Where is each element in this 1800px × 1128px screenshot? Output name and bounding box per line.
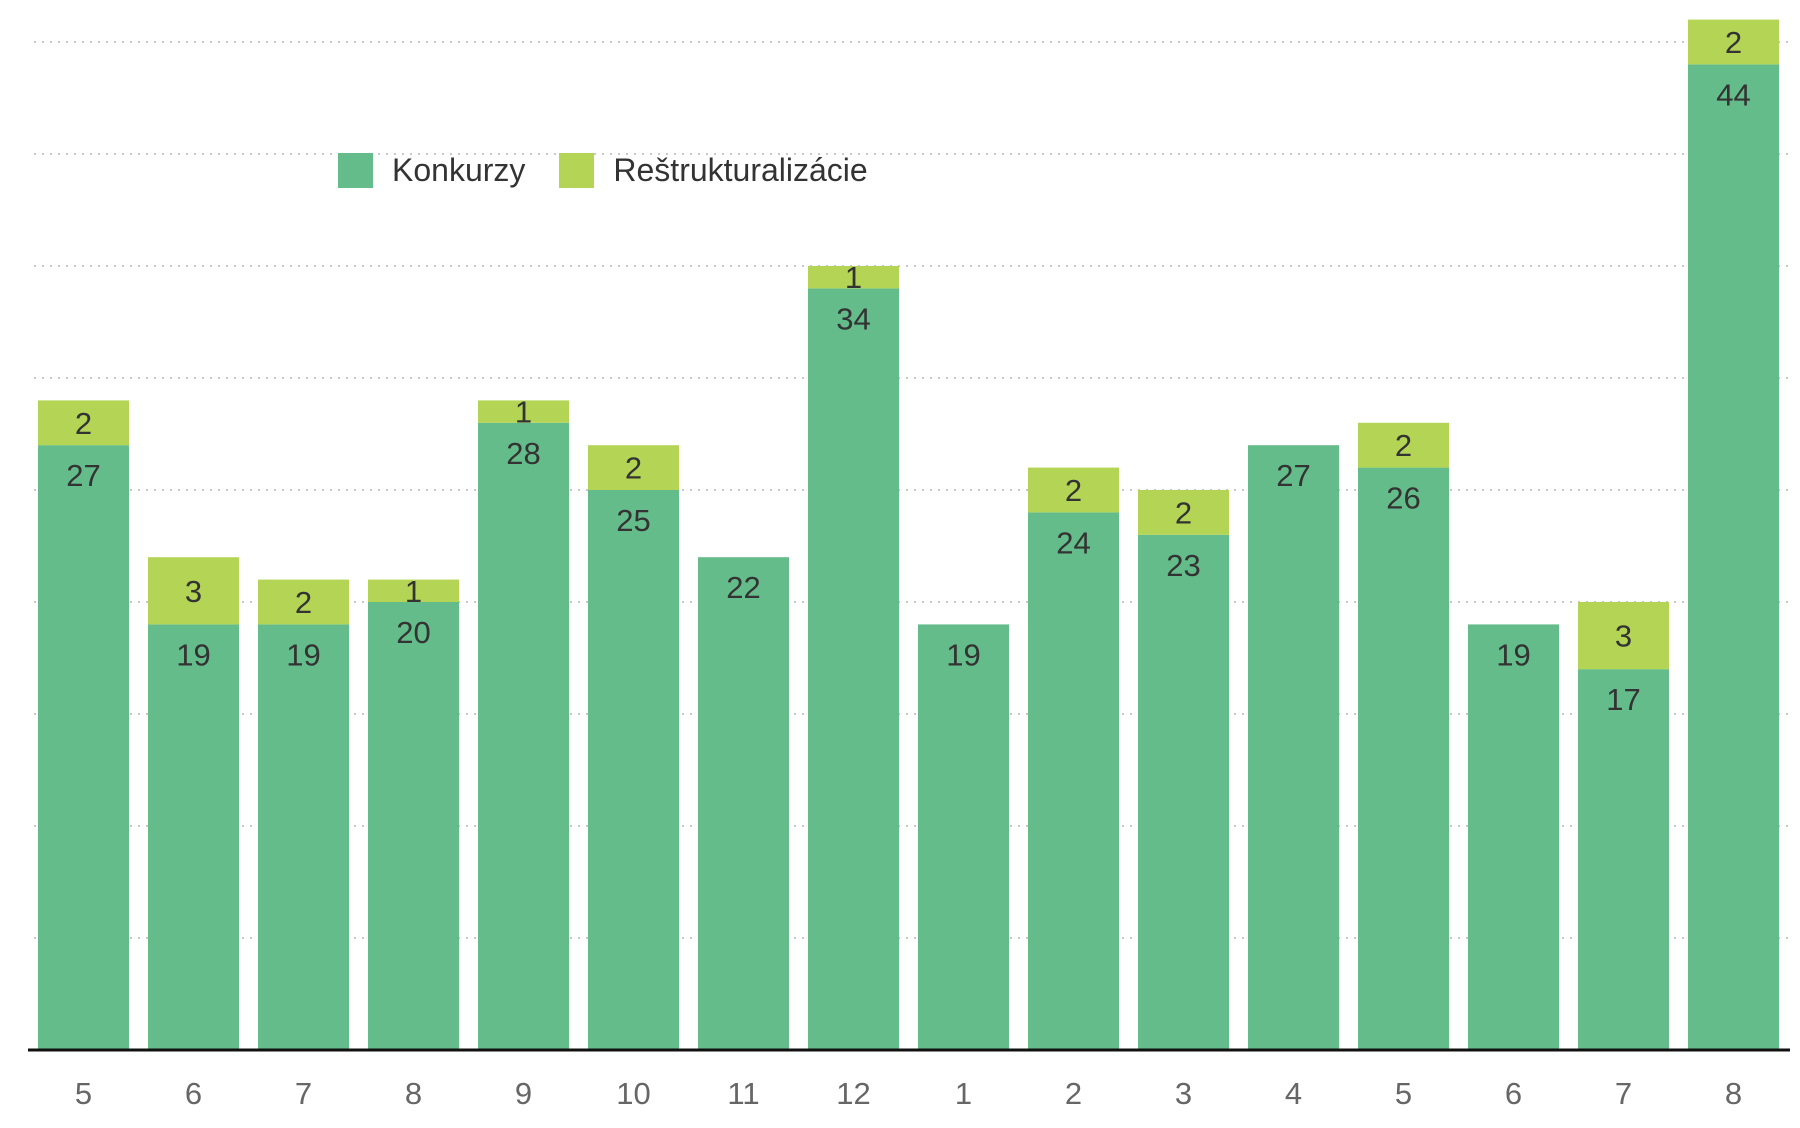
x-tick-label: 11: [727, 1076, 759, 1111]
data-label-restrukturalizacie: 2: [625, 451, 642, 486]
legend-swatch-series-1: [559, 153, 595, 188]
bar-konkurzy: [1028, 512, 1119, 1050]
bar-restrukturalizacie: [1578, 602, 1669, 670]
data-label-restrukturalizacie: 1: [515, 395, 532, 430]
data-label-konkurzy: 28: [506, 436, 540, 471]
data-label-konkurzy: 27: [1276, 458, 1310, 493]
x-tick-label: 7: [295, 1076, 312, 1111]
bar-restrukturalizacie: [368, 579, 459, 602]
bar-restrukturalizacie: [1028, 467, 1119, 513]
data-label-restrukturalizacie: 2: [75, 406, 92, 441]
data-label-konkurzy: 19: [1496, 637, 1530, 672]
bar-restrukturalizacie: [1138, 490, 1229, 535]
bar-restrukturalizacie: [258, 579, 349, 625]
x-tick-labels: 5 6 7 8 9 10 11 12 1 2 3 4 5 6 7 8: [75, 1076, 1742, 1111]
bar-konkurzy: [1468, 624, 1559, 1050]
data-label-konkurzy: 24: [1056, 525, 1090, 560]
x-tick-label: 10: [616, 1076, 650, 1111]
bar-restrukturalizacie: [1688, 19, 1779, 65]
bar-konkurzy: [38, 445, 129, 1050]
legend: Konkurzy Reštrukturalizácie: [338, 152, 902, 189]
data-label-konkurzy: 34: [836, 301, 870, 336]
data-label-konkurzy: 17: [1606, 682, 1640, 717]
bar-restrukturalizacie: [478, 400, 569, 423]
bars: [38, 19, 1779, 1051]
data-label-restrukturalizacie: 2: [295, 585, 312, 620]
bar-restrukturalizacie: [588, 445, 679, 490]
x-tick-label: 5: [75, 1076, 92, 1111]
x-tick-label: 6: [185, 1076, 202, 1111]
x-tick-label: 7: [1615, 1076, 1632, 1111]
bar-konkurzy: [1138, 534, 1229, 1050]
x-tick-label: 4: [1285, 1076, 1302, 1111]
data-label-restrukturalizacie: 2: [1725, 25, 1742, 60]
x-tick-label: 6: [1505, 1076, 1522, 1111]
bar-restrukturalizacie: [38, 400, 129, 446]
data-label-restrukturalizacie: 2: [1395, 428, 1412, 463]
bar-restrukturalizacie: [1358, 422, 1449, 468]
x-tick-label: 3: [1175, 1076, 1192, 1111]
bar-konkurzy: [808, 288, 899, 1050]
x-tick-label: 8: [405, 1076, 422, 1111]
bar-konkurzy: [368, 602, 459, 1050]
data-label-konkurzy: 22: [726, 570, 760, 605]
bar-restrukturalizacie: [808, 266, 899, 289]
bar-konkurzy: [588, 490, 679, 1050]
legend-item-series-0: Konkurzy: [338, 152, 525, 189]
x-tick-label: 1: [955, 1076, 972, 1111]
data-label-konkurzy: 27: [66, 458, 100, 493]
data-label-restrukturalizacie: 1: [845, 260, 862, 295]
x-tick-label: 5: [1395, 1076, 1412, 1111]
data-label-konkurzy: 23: [1166, 548, 1200, 583]
x-tick-label: 2: [1065, 1076, 1082, 1111]
bar-restrukturalizacie: [148, 557, 239, 625]
bar-konkurzy: [1578, 669, 1669, 1050]
data-label-konkurzy: 19: [176, 637, 210, 672]
bar-konkurzy: [478, 422, 569, 1050]
bar-konkurzy: [148, 624, 239, 1050]
data-label-konkurzy: 25: [616, 503, 650, 538]
legend-label-series-1: Reštrukturalizácie: [613, 152, 868, 188]
x-tick-label: 8: [1725, 1076, 1742, 1111]
bar-konkurzy: [1248, 445, 1339, 1050]
x-tick-label: 12: [836, 1076, 870, 1111]
data-label-restrukturalizacie: 3: [185, 574, 202, 609]
legend-swatch-series-0: [338, 153, 373, 188]
data-label-konkurzy: 26: [1386, 481, 1420, 516]
bar-konkurzy: [1358, 467, 1449, 1051]
bar-konkurzy: [698, 557, 789, 1050]
data-labels: 2 27 3 19 2 19 1 20 1 28 2 25 22 1 34 19 2 24 2 23 27 2 26 19 3 1…: [66, 25, 1750, 717]
data-label-konkurzy: 44: [1716, 77, 1750, 112]
data-label-restrukturalizacie: 2: [1065, 473, 1082, 508]
data-label-konkurzy: 20: [396, 615, 430, 650]
legend-label-series-0: Konkurzy: [392, 152, 526, 188]
bar-konkurzy: [918, 624, 1009, 1050]
data-label-restrukturalizacie: 1: [405, 574, 422, 609]
data-label-konkurzy: 19: [286, 637, 320, 672]
data-label-restrukturalizacie: 2: [1175, 495, 1192, 530]
bar-konkurzy: [1688, 64, 1779, 1050]
legend-item-series-1: Reštrukturalizácie: [559, 152, 868, 189]
data-label-konkurzy: 19: [946, 637, 980, 672]
data-label-restrukturalizacie: 3: [1615, 619, 1632, 654]
x-tick-label: 9: [515, 1076, 532, 1111]
bar-konkurzy: [258, 624, 349, 1050]
